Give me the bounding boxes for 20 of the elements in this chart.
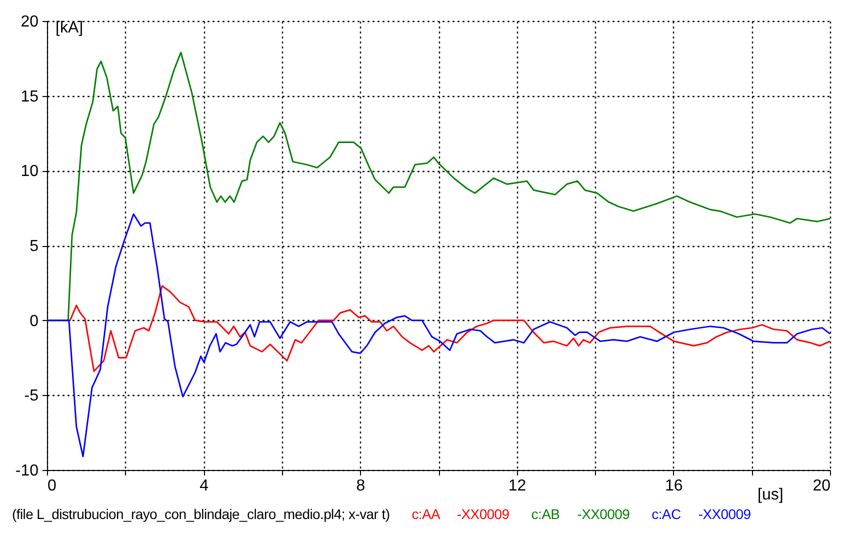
y-tick-label: 10 [20, 163, 39, 180]
y-axis-title: [kA] [56, 20, 84, 36]
x-tick-label: 4 [200, 478, 209, 494]
x-axis-title: [us] [758, 486, 784, 504]
y-tick-label: -10 [15, 462, 39, 480]
y-tick-label: 5 [30, 238, 39, 255]
y-tick-label: -5 [24, 388, 39, 405]
y-tick-label: 20 [20, 14, 39, 30]
x-tick-label: 16 [665, 478, 683, 494]
text: (file L_distrubucion_rayo_con_blindaje_claro_medio.pl4; x-var t) [12, 506, 390, 522]
x-tick-label: 12 [508, 478, 526, 494]
text: c:AC -XX0009 [652, 506, 751, 522]
x-tick-label: 0 [48, 478, 56, 494]
x-tick-label: 20 [812, 478, 831, 494]
y-tick-label: 0 [30, 312, 39, 330]
text: c:AA -XX0009 [412, 506, 510, 522]
y-tick-label: 15 [20, 88, 39, 106]
line-series [47, 213, 830, 458]
text: c:AB -XX0009 [531, 506, 630, 522]
x-tick-label: 8 [356, 478, 366, 494]
